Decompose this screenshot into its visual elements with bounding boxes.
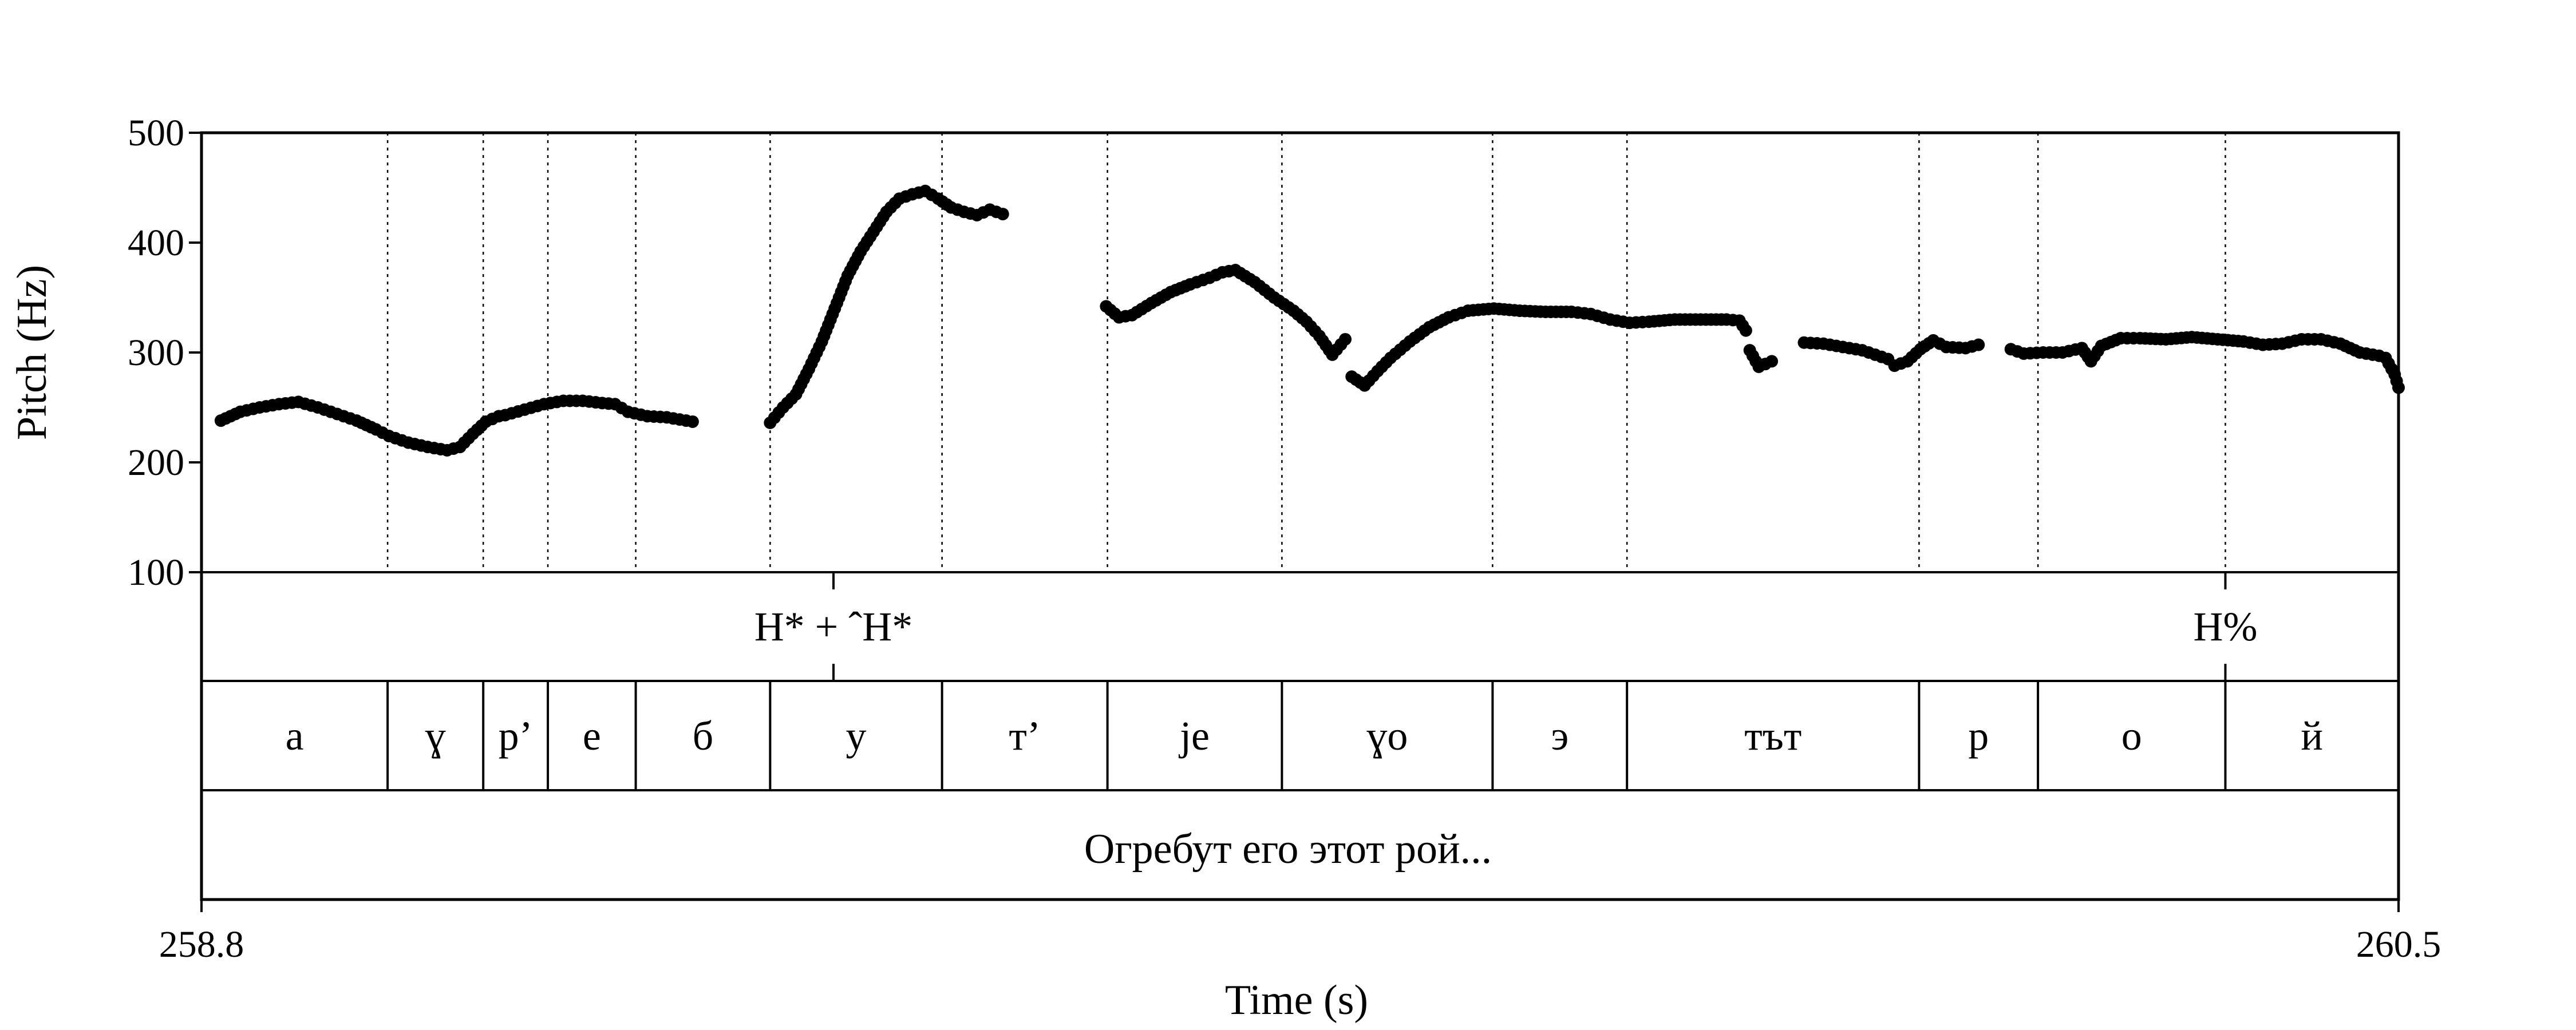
- y-tick-label: 100: [128, 552, 184, 593]
- pitch-point: [1339, 332, 1352, 346]
- segment-label: й: [2301, 713, 2323, 759]
- segment-label: p’: [499, 713, 533, 759]
- segment-label: э: [1551, 713, 1568, 759]
- y-tick-label: 300: [128, 332, 184, 374]
- segment-label: a: [286, 713, 304, 759]
- segment-boundary-lines: [386, 133, 2226, 572]
- y-axis: 500 400 300 200 100: [128, 112, 202, 593]
- segment-label: p: [1968, 713, 1989, 759]
- plot-frame: [200, 131, 2400, 901]
- segment-label: e: [583, 713, 601, 759]
- y-tick-label: 500: [128, 112, 184, 154]
- y-axis-title: Pitch (Hz): [9, 265, 56, 440]
- segment-label: y: [846, 713, 866, 759]
- sentence-label: Огребут его этот рой...: [1084, 826, 1492, 873]
- y-tick-label: 400: [128, 222, 184, 264]
- plot-border: [200, 131, 2400, 901]
- segment-label: ɣo: [1366, 713, 1408, 759]
- tone-tier: H* + ˆH* H%: [754, 572, 2257, 681]
- segment-label: ɣ: [425, 713, 446, 759]
- x-tick-label: 260.5: [2356, 924, 2441, 965]
- pitch-point: [686, 415, 699, 428]
- pitch-point: [1972, 338, 1985, 351]
- x-tick-label: 258.8: [159, 924, 244, 965]
- x-axis: 258.8 260.5: [159, 900, 2441, 965]
- segment-label: тът: [1744, 713, 1801, 759]
- tone-label: H%: [2193, 604, 2257, 649]
- pitch-points: [214, 184, 2405, 457]
- segment-label: o: [2121, 713, 2142, 759]
- y-tick-label: 200: [128, 442, 184, 484]
- segment-tier: a ɣ p’ e б y т’ je ɣo э тът p o й: [286, 681, 2323, 790]
- tone-label: H* + ˆH*: [754, 604, 913, 649]
- pitch-point: [996, 208, 1009, 221]
- pitch-point: [2392, 381, 2405, 394]
- segment-label: б: [693, 713, 714, 759]
- pitch-point: [1739, 324, 1752, 337]
- pitch-point: [1765, 355, 1779, 368]
- segment-label: т’: [1009, 713, 1040, 759]
- x-axis-title: Time (s): [1225, 977, 1368, 1024]
- segment-label: je: [1178, 713, 1210, 759]
